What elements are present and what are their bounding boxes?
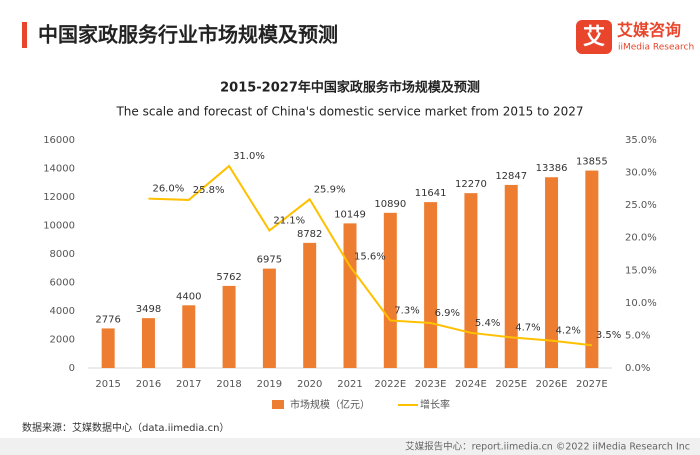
x-tick-label: 2015	[95, 379, 120, 390]
logo-sub: iiMedia Research	[618, 43, 694, 53]
page-title: 中国家政服务行业市场规模及预测	[38, 23, 338, 47]
bar-value-label: 10890	[374, 199, 406, 210]
line-value-label: 31.0%	[233, 151, 265, 162]
line-value-label: 26.0%	[152, 184, 184, 195]
bar	[383, 212, 397, 368]
bar-value-label: 12270	[455, 179, 487, 190]
bar	[101, 328, 115, 368]
bar	[504, 184, 518, 368]
logo-name: 艾媒咨询	[617, 21, 681, 40]
line-value-label: 7.3%	[394, 305, 419, 316]
x-tick-label: 2017	[176, 379, 201, 390]
line-value-label: 3.5%	[596, 330, 621, 341]
y-tick-label: 6000	[50, 278, 75, 289]
source: 数据来源：艾媒数据中心（data.iimedia.cn）	[22, 421, 229, 434]
x-tick-label: 2022E	[374, 379, 406, 390]
bar-value-label: 11641	[415, 188, 447, 199]
bar	[545, 177, 559, 368]
line-value-label: 25.9%	[314, 184, 346, 195]
legend-label: 市场规模（亿元）	[290, 398, 370, 411]
bar-value-label: 3498	[136, 304, 161, 315]
x-tick-label: 2024E	[455, 379, 487, 390]
title-accent	[22, 22, 27, 48]
bar	[182, 305, 196, 368]
bar	[464, 193, 478, 368]
credit: 艾媒报告中心：report.iimedia.cn ©2022 iiMedia R…	[405, 441, 690, 453]
bar-value-label: 8782	[297, 229, 322, 240]
bar	[424, 202, 438, 368]
x-tick-label: 2025E	[495, 379, 527, 390]
y2-tick-label: 0.0%	[625, 363, 650, 374]
bar	[343, 223, 357, 368]
line-value-label: 4.7%	[515, 322, 540, 333]
line-value-label: 6.9%	[435, 308, 460, 319]
growth-line	[148, 164, 592, 347]
y-tick-label: 2000	[50, 335, 75, 346]
line-value-label: 15.6%	[354, 251, 386, 262]
bar	[141, 318, 155, 368]
bar-value-label: 2776	[95, 314, 120, 325]
y2-tick-label: 10.0%	[625, 298, 657, 309]
x-tick-label: 2023E	[415, 379, 447, 390]
x-tick-label: 2019	[257, 379, 282, 390]
bar	[585, 170, 599, 368]
bar-value-label: 12847	[495, 171, 527, 182]
y2-tick-label: 30.0%	[625, 168, 657, 179]
bar-value-label: 13855	[576, 157, 608, 168]
y2-tick-label: 35.0%	[625, 135, 657, 146]
bar	[303, 242, 317, 368]
chart-subtitle: The scale and forecast of China's domest…	[115, 105, 583, 119]
line-value-label: 25.8%	[193, 185, 225, 196]
bar-value-label: 6975	[257, 255, 282, 266]
y2-tick-label: 20.0%	[625, 233, 657, 244]
y-tick-label: 14000	[43, 164, 75, 175]
line-value-label: 21.1%	[273, 216, 305, 227]
bar-value-label: 10149	[334, 209, 366, 220]
y-tick-label: 0	[69, 363, 75, 374]
y-tick-label: 16000	[43, 135, 75, 146]
y2-tick-label: 15.0%	[625, 265, 657, 276]
y2-tick-label: 5.0%	[625, 330, 650, 341]
bar-value-label: 13386	[536, 163, 568, 174]
x-tick-label: 2018	[216, 379, 241, 390]
x-tick-label: 2027E	[576, 379, 608, 390]
bar	[222, 285, 236, 368]
x-tick-label: 2020	[297, 379, 322, 390]
y2-tick-label: 25.0%	[625, 200, 657, 211]
x-tick-label: 2016	[136, 379, 161, 390]
y-tick-label: 4000	[50, 306, 75, 317]
y-tick-label: 12000	[43, 192, 75, 203]
y-tick-label: 8000	[50, 249, 75, 260]
x-tick-label: 2021	[337, 379, 362, 390]
footer-bar	[0, 438, 700, 455]
logo-box	[576, 20, 612, 54]
line-value-label: 5.4%	[475, 318, 500, 329]
logo-mark: 艾	[583, 25, 605, 50]
y-tick-label: 10000	[43, 221, 75, 232]
x-tick-label: 2026E	[536, 379, 568, 390]
chart-title: 2015-2027年中国家政服务市场规模及预测	[220, 80, 480, 96]
legend-label: 增长率	[420, 398, 450, 411]
legend-swatch	[272, 400, 284, 409]
bar-value-label: 4400	[176, 291, 201, 302]
line-value-label: 4.2%	[556, 326, 581, 337]
bar	[262, 268, 276, 368]
bar-value-label: 5762	[216, 272, 241, 283]
